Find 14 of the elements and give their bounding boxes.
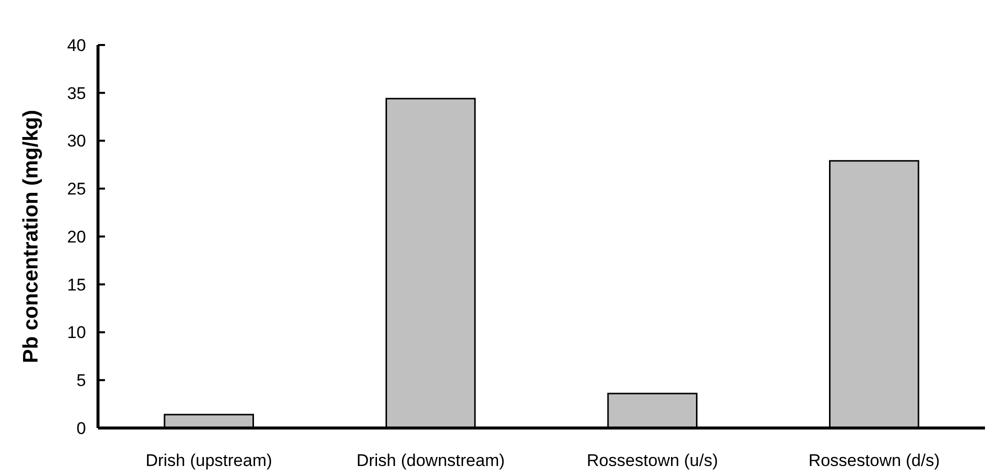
y-tick-label: 5 bbox=[76, 371, 86, 390]
x-tick-label: Rossestown (d/s) bbox=[808, 451, 940, 470]
y-tick-label: 0 bbox=[76, 418, 86, 438]
y-tick-label: 25 bbox=[67, 180, 86, 199]
y-tick-label: 40 bbox=[67, 36, 86, 55]
x-tick-label: Drish (downstream) bbox=[356, 451, 505, 470]
y-tick-label: 10 bbox=[67, 323, 86, 342]
y-tick-label: 35 bbox=[67, 84, 86, 103]
y-axis-title: Pb concentration (mg/kg) bbox=[19, 110, 42, 364]
y-tick-label: 30 bbox=[67, 132, 86, 151]
x-tick-label: Drish (upstream) bbox=[146, 451, 272, 470]
x-tick-label: Rossestown (u/s) bbox=[586, 451, 718, 470]
y-tick-label: 20 bbox=[67, 227, 86, 246]
y-tick-label: 15 bbox=[67, 275, 86, 294]
